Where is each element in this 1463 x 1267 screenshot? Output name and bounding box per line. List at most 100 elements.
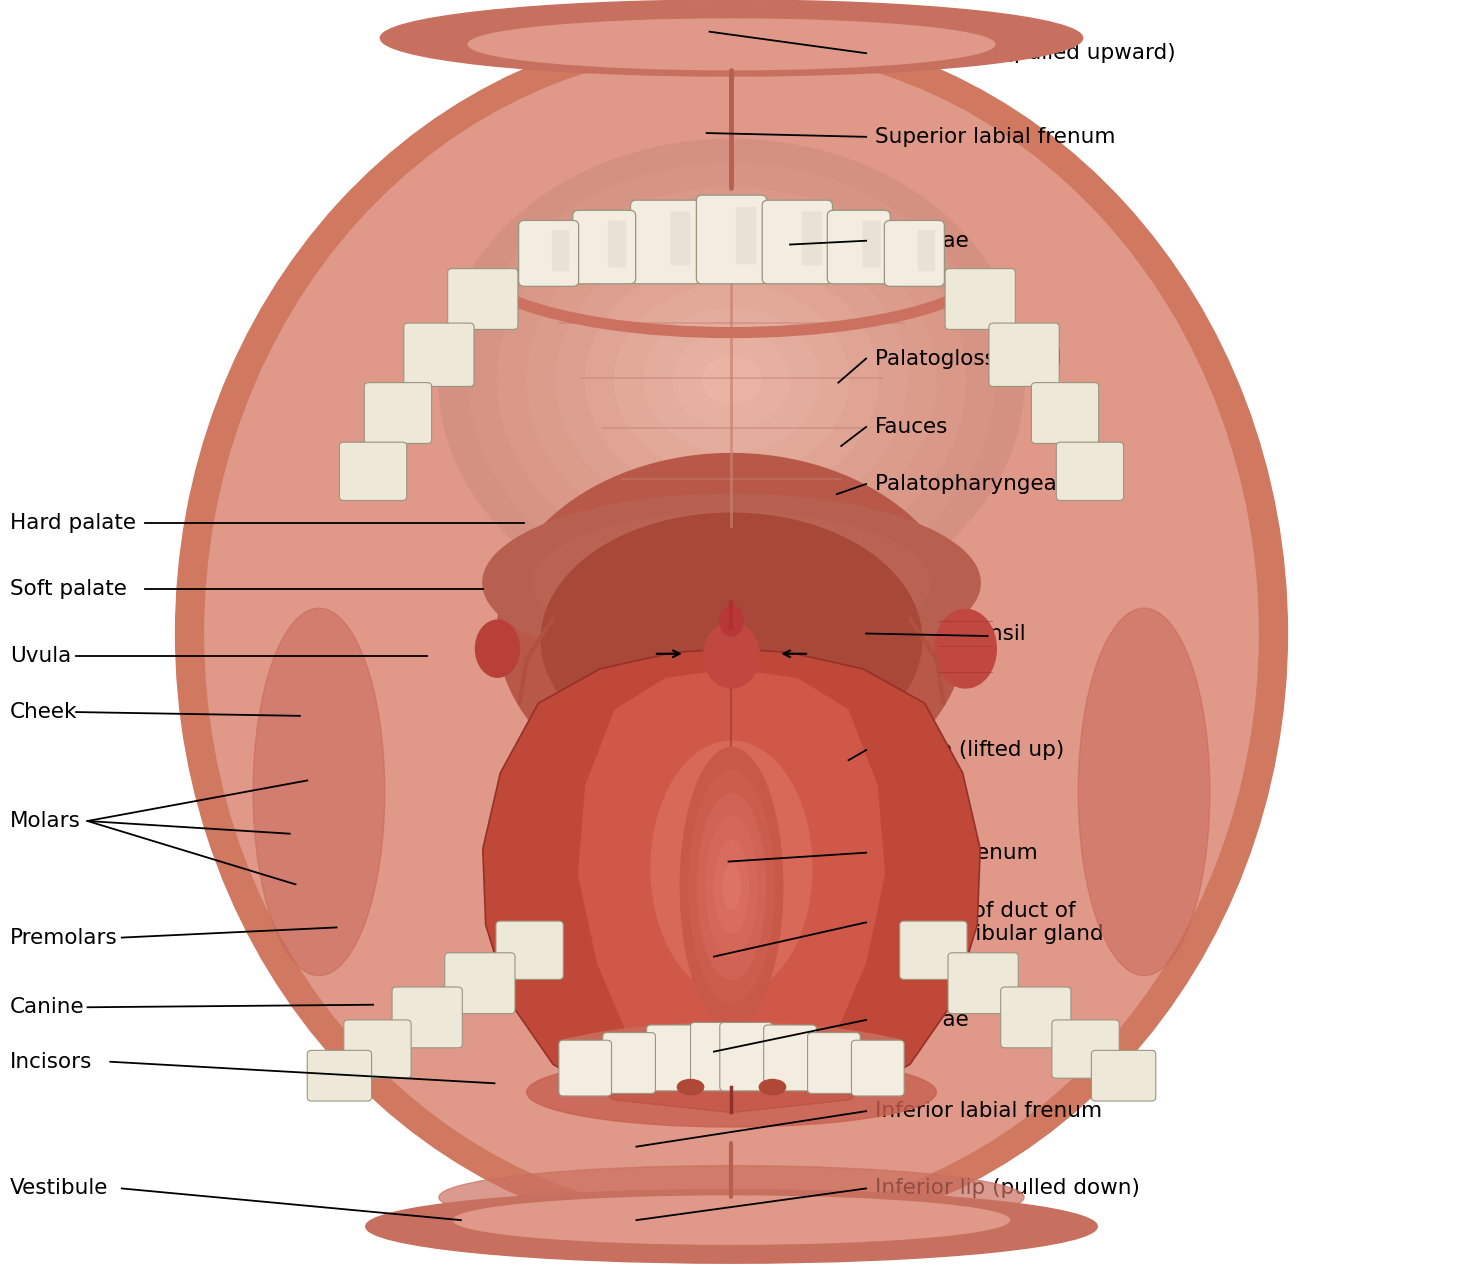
FancyBboxPatch shape <box>945 269 1015 329</box>
FancyBboxPatch shape <box>603 1033 655 1093</box>
FancyBboxPatch shape <box>948 953 1018 1014</box>
Text: Inferior labial frenum: Inferior labial frenum <box>875 1101 1102 1121</box>
Ellipse shape <box>483 494 980 672</box>
Ellipse shape <box>497 188 966 573</box>
FancyBboxPatch shape <box>307 1050 372 1101</box>
Ellipse shape <box>439 1166 1024 1229</box>
Ellipse shape <box>705 817 758 957</box>
FancyBboxPatch shape <box>764 1025 816 1091</box>
Text: Cheek: Cheek <box>10 702 78 722</box>
Ellipse shape <box>380 0 1083 76</box>
Ellipse shape <box>702 356 761 404</box>
FancyBboxPatch shape <box>1031 383 1099 443</box>
Ellipse shape <box>585 260 878 500</box>
FancyBboxPatch shape <box>448 269 518 329</box>
FancyBboxPatch shape <box>1052 1020 1119 1078</box>
Text: Palatine tonsil: Palatine tonsil <box>875 623 1026 644</box>
FancyBboxPatch shape <box>445 953 515 1014</box>
FancyBboxPatch shape <box>828 210 890 284</box>
FancyBboxPatch shape <box>404 323 474 386</box>
Text: Opening of duct of
submandibular gland: Opening of duct of submandibular gland <box>875 901 1103 944</box>
Text: Lingual frenum: Lingual frenum <box>875 843 1037 863</box>
Text: Incisors: Incisors <box>10 1052 92 1072</box>
FancyBboxPatch shape <box>344 1020 411 1078</box>
Text: Canine: Canine <box>10 997 85 1017</box>
FancyBboxPatch shape <box>559 1040 612 1096</box>
FancyBboxPatch shape <box>647 1025 699 1091</box>
FancyBboxPatch shape <box>736 207 756 265</box>
Ellipse shape <box>527 212 936 549</box>
Ellipse shape <box>497 454 966 808</box>
Text: Molars: Molars <box>10 811 80 831</box>
FancyBboxPatch shape <box>762 200 832 284</box>
Text: Gingivae: Gingivae <box>875 1010 970 1030</box>
Ellipse shape <box>366 1190 1097 1263</box>
Ellipse shape <box>677 1079 704 1095</box>
FancyBboxPatch shape <box>392 987 462 1048</box>
Ellipse shape <box>475 621 519 678</box>
FancyBboxPatch shape <box>917 229 935 271</box>
Text: Soft palate: Soft palate <box>10 579 127 599</box>
FancyBboxPatch shape <box>1001 987 1071 1048</box>
Text: Uvula: Uvula <box>10 646 72 666</box>
Text: Superior lip (pulled upward): Superior lip (pulled upward) <box>875 43 1175 63</box>
Ellipse shape <box>651 741 812 995</box>
Ellipse shape <box>582 530 881 636</box>
FancyBboxPatch shape <box>670 212 691 265</box>
Ellipse shape <box>704 622 759 688</box>
FancyBboxPatch shape <box>696 195 767 284</box>
FancyBboxPatch shape <box>552 229 569 271</box>
FancyBboxPatch shape <box>989 323 1059 386</box>
FancyBboxPatch shape <box>631 200 701 284</box>
Ellipse shape <box>688 1026 775 1090</box>
FancyBboxPatch shape <box>862 220 881 267</box>
Ellipse shape <box>673 332 790 428</box>
Ellipse shape <box>1078 608 1210 976</box>
Text: Fauces: Fauces <box>875 417 948 437</box>
FancyBboxPatch shape <box>1056 442 1124 500</box>
Ellipse shape <box>468 19 995 70</box>
FancyBboxPatch shape <box>802 212 822 265</box>
Ellipse shape <box>644 308 819 452</box>
Ellipse shape <box>527 1057 936 1128</box>
Text: Superior labial frenum: Superior labial frenum <box>875 127 1115 147</box>
Text: Premolars: Premolars <box>10 927 119 948</box>
Ellipse shape <box>454 1196 1009 1244</box>
Ellipse shape <box>439 139 1024 621</box>
Text: Vestibule: Vestibule <box>10 1178 108 1199</box>
Ellipse shape <box>253 608 385 976</box>
FancyBboxPatch shape <box>518 220 578 286</box>
Ellipse shape <box>468 163 995 597</box>
Polygon shape <box>578 669 885 1083</box>
Ellipse shape <box>680 748 783 1026</box>
Ellipse shape <box>759 1079 786 1095</box>
Ellipse shape <box>935 609 996 688</box>
Ellipse shape <box>723 864 740 910</box>
Ellipse shape <box>714 840 749 934</box>
FancyBboxPatch shape <box>900 921 967 979</box>
Ellipse shape <box>556 236 907 525</box>
FancyBboxPatch shape <box>607 220 626 267</box>
Ellipse shape <box>632 547 831 618</box>
Text: Palatoglossal fold: Palatoglossal fold <box>875 348 1062 369</box>
FancyBboxPatch shape <box>364 383 432 443</box>
Ellipse shape <box>720 606 743 636</box>
FancyBboxPatch shape <box>851 1040 904 1096</box>
FancyBboxPatch shape <box>808 1033 860 1093</box>
FancyBboxPatch shape <box>339 442 407 500</box>
FancyBboxPatch shape <box>572 210 635 284</box>
Ellipse shape <box>682 565 781 601</box>
Polygon shape <box>483 649 980 1112</box>
FancyBboxPatch shape <box>720 1022 772 1091</box>
Ellipse shape <box>689 770 774 1003</box>
Ellipse shape <box>541 513 922 767</box>
FancyBboxPatch shape <box>1091 1050 1156 1101</box>
Ellipse shape <box>698 794 765 979</box>
FancyBboxPatch shape <box>691 1022 743 1091</box>
Ellipse shape <box>176 25 1287 1242</box>
Text: Tongue (lifted up): Tongue (lifted up) <box>875 740 1064 760</box>
Text: Palatopharyngeal fold: Palatopharyngeal fold <box>875 474 1109 494</box>
Text: Hard palate: Hard palate <box>10 513 136 533</box>
Ellipse shape <box>205 51 1258 1216</box>
Text: Inferior lip (pulled down): Inferior lip (pulled down) <box>875 1178 1140 1199</box>
